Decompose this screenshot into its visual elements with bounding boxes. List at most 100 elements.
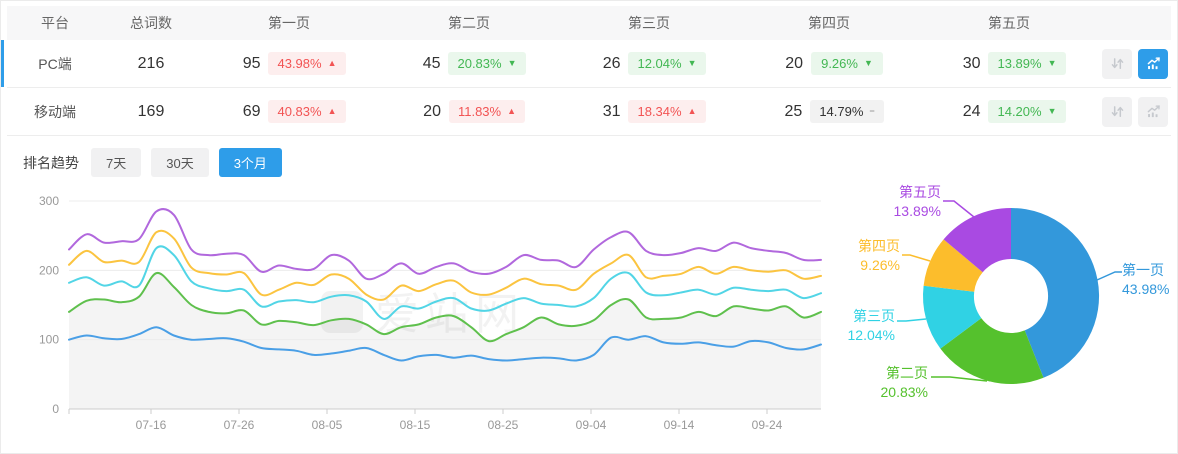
- page-4-cell: 20 9.26% ▼: [739, 52, 919, 75]
- page-1-count: 95: [242, 54, 261, 72]
- arrow-up-icon: ▲: [507, 106, 517, 116]
- series-line-page-1: [68, 326, 822, 362]
- change-percent: 14.79%: [819, 104, 864, 119]
- pie-label-percent: 13.89%: [893, 203, 941, 219]
- page-5-change-badge: 13.89% ▼: [988, 52, 1066, 75]
- series-line-page-5: [68, 208, 822, 281]
- donut-slice-page-4[interactable]: [923, 239, 983, 292]
- change-percent: 11.83%: [457, 104, 502, 119]
- page-1-cell: 69 40.83% ▲: [199, 100, 379, 123]
- change-percent: 43.98%: [277, 56, 322, 71]
- compare-arrows-button[interactable]: [1102, 48, 1132, 79]
- col-header-page-4: 第四页: [808, 15, 850, 31]
- page-5-count: 30: [962, 54, 981, 72]
- line-chart-icon: [1147, 105, 1160, 118]
- label-leader-line: [902, 254, 931, 262]
- arrow-up-icon: ▲: [327, 58, 337, 68]
- donut-slice-page-5[interactable]: [943, 208, 1011, 273]
- label-leader-line: [1096, 271, 1122, 281]
- series-line-page-2: [68, 272, 822, 343]
- table-body: PC端 216 95 43.98% ▲ 45 20.83% ▼ 26 12.04% ▼ 20 9.26%…: [1, 40, 1171, 136]
- y-tick-label: 100: [39, 333, 59, 347]
- page-5-change-badge: 14.20% ▼: [988, 100, 1066, 123]
- change-percent: 12.04%: [637, 56, 682, 71]
- change-percent: 13.89%: [997, 56, 1042, 71]
- pie-label-page-1: 第一页 43.98%: [1122, 261, 1169, 299]
- trend-section-header: 排名趋势 7天 30天 3个月: [1, 136, 1177, 177]
- platform-name: PC端: [38, 55, 72, 72]
- x-tick-label: 08-25: [488, 418, 519, 432]
- table-header-row: 平台 总词数 第一页 第二页 第三页 第四页 第五页: [7, 6, 1171, 40]
- table-row-mobile[interactable]: 移动端 169 69 40.83% ▲ 20 11.83% ▲ 31 18.34% ▲ 25 14.79…: [7, 88, 1171, 136]
- compare-arrows-button[interactable]: [1102, 96, 1132, 127]
- page-2-count: 45: [422, 54, 441, 72]
- page-4-count: 25: [784, 102, 803, 120]
- label-leader-line: [931, 376, 988, 382]
- pie-label-name: 第四页: [858, 238, 900, 254]
- tab-7-days[interactable]: 7天: [91, 148, 142, 177]
- page-5-cell: 30 13.89% ▼: [919, 52, 1099, 75]
- pie-label-name: 第五页: [899, 184, 941, 200]
- page-4-change-badge: 9.26% ▼: [811, 52, 883, 75]
- col-header-page-1: 第一页: [268, 15, 310, 31]
- platform-name: 移动端: [34, 103, 76, 120]
- table-row-pc[interactable]: PC端 216 95 43.98% ▲ 45 20.83% ▼ 26 12.04% ▼ 20 9.26%…: [1, 40, 1171, 88]
- tab-30-days[interactable]: 30天: [151, 148, 209, 177]
- page-3-count: 26: [602, 54, 621, 72]
- row-actions: [1099, 48, 1171, 79]
- col-header-page-2: 第二页: [448, 15, 490, 31]
- y-tick-label: 200: [39, 263, 59, 277]
- page-1-change-badge: 43.98% ▲: [268, 52, 346, 75]
- page-4-change-badge: 14.79% −: [810, 100, 884, 123]
- col-header-total: 总词数: [130, 15, 172, 31]
- label-leader-line: [897, 318, 927, 322]
- line-chart-svg: 爱站网 07-16 07-26 08-05 08-15 08-25 09-04 09-14 09…: [39, 194, 822, 432]
- change-percent: 40.83%: [277, 104, 322, 119]
- change-percent: 14.20%: [997, 104, 1042, 119]
- trend-chart-button[interactable]: [1138, 48, 1168, 79]
- page-distribution-chart: 第一页 43.98% 第二页 20.83% 第三页 12.04% 第四页 9.26% 第五页 13…: [831, 181, 1177, 453]
- x-tick-label: 08-05: [312, 418, 343, 432]
- page-2-count: 20: [423, 102, 441, 120]
- arrow-down-icon: ▼: [863, 58, 873, 68]
- tab-3-months[interactable]: 3个月: [218, 148, 282, 177]
- pie-label-name: 第三页: [853, 308, 895, 324]
- page-2-change-badge: 11.83% ▲: [448, 100, 526, 123]
- arrow-down-icon: ▼: [507, 58, 517, 68]
- pie-label-page-3: 第三页 12.04%: [848, 307, 895, 345]
- x-tick-label: 09-24: [752, 418, 783, 432]
- trend-line-chart: 爱站网 07-16 07-26 08-05 08-15 08-25 09-04 09-14 09…: [1, 181, 831, 453]
- pie-label-name: 第二页: [886, 365, 928, 381]
- pie-label-percent: 20.83%: [880, 384, 928, 400]
- time-range-tabs: 7天 30天 3个月: [91, 148, 282, 177]
- total-count: 216: [137, 54, 165, 72]
- change-percent: 9.26%: [821, 56, 858, 71]
- label-leader-line: [943, 200, 975, 218]
- row-actions: [1099, 96, 1171, 127]
- page-3-cell: 26 12.04% ▼: [559, 52, 739, 75]
- change-percent: 18.34%: [637, 104, 682, 119]
- pie-label-page-2: 第二页 20.83%: [881, 364, 928, 402]
- donut-slice-page-3[interactable]: [922, 285, 982, 349]
- page-2-cell: 45 20.83% ▼: [379, 52, 559, 75]
- donut-slice-page-1[interactable]: [1011, 207, 1100, 378]
- arrow-up-icon: ▲: [687, 106, 697, 116]
- page-3-change-badge: 18.34% ▲: [628, 100, 706, 123]
- trend-chart-button[interactable]: [1138, 96, 1168, 127]
- page-4-count: 20: [785, 54, 803, 72]
- y-tick-label: 0: [52, 402, 59, 416]
- x-tick-label: 07-16: [136, 418, 167, 432]
- page-1-change-badge: 40.83% ▲: [268, 100, 346, 123]
- page-3-cell: 31 18.34% ▲: [559, 100, 739, 123]
- trend-section-title: 排名趋势: [23, 154, 79, 171]
- page-5-count: 24: [962, 102, 981, 120]
- area-fill: [69, 272, 821, 409]
- change-percent: 20.83%: [457, 56, 502, 71]
- col-header-platform: 平台: [41, 15, 69, 31]
- series-line-page-3: [68, 245, 822, 320]
- donut-slice-page-2[interactable]: [940, 318, 1044, 385]
- pie-label-page-4: 第四页 9.26%: [858, 237, 900, 275]
- arrow-down-icon: ▼: [687, 58, 697, 68]
- watermark: 爱站网: [321, 290, 519, 339]
